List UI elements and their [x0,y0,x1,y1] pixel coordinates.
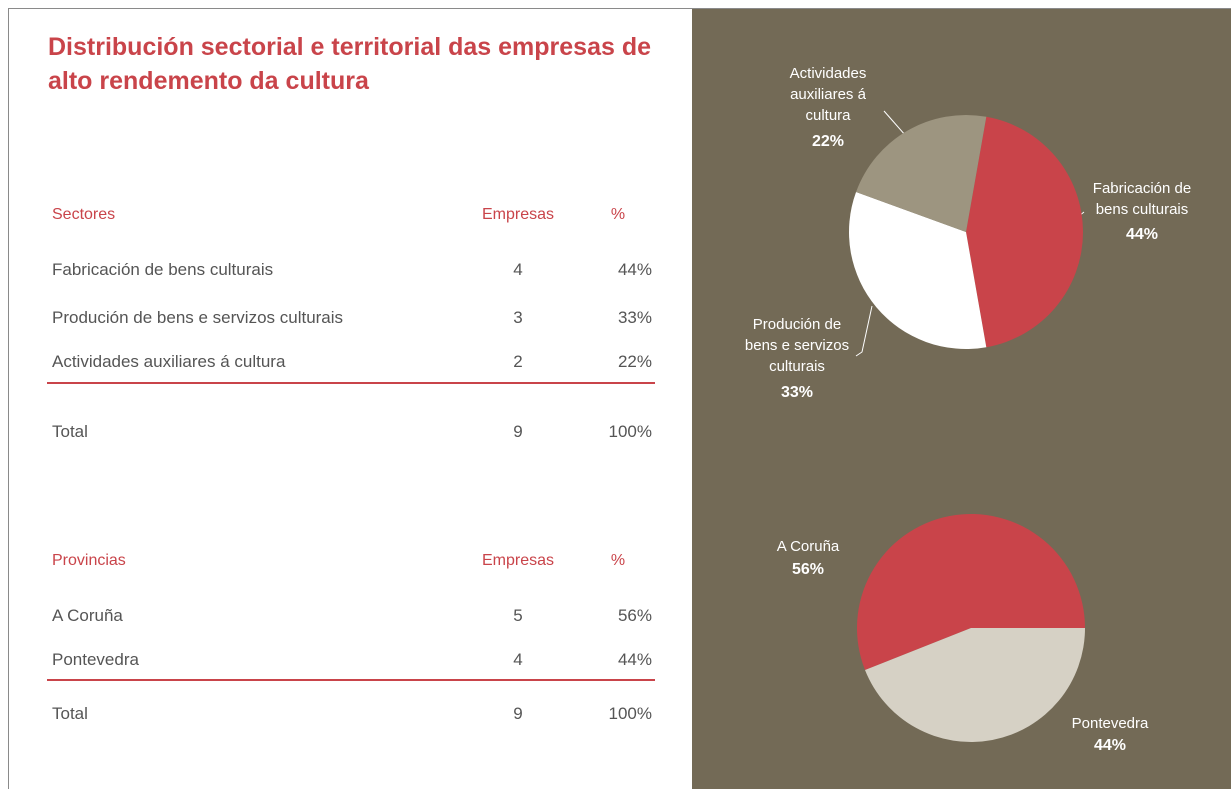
slice-value-label: 44% [1093,737,1127,754]
table-header: Provincias [52,552,126,569]
table-cell: Pontevedra [52,650,139,669]
table-total: 100% [608,422,652,441]
slice-label: Pontevedra [1071,715,1149,732]
table-header: % [610,206,626,223]
slice-label: Actividades auxiliares á cultura [789,65,867,124]
table-header: % [610,552,626,569]
slice-value-label: 44% [1125,226,1159,243]
slice-label: A Coruña [776,538,840,555]
table-cell: Fabricación de bens culturais [52,260,274,279]
table-total: Total [52,422,88,441]
table-cell: 4 [513,650,523,669]
table-cell: 22% [617,352,652,371]
slice-label: Fabricación de bens culturais [1092,180,1192,218]
table-header: Empresas [481,206,555,223]
slice-value-label: 33% [780,384,814,401]
table-total: 100% [608,704,652,723]
leader-line [883,110,907,137]
table-header: Sectores [52,206,116,223]
pie-slice [857,513,1085,670]
slice-value-label: 56% [791,561,825,578]
table-total: 9 [513,422,523,441]
table-cell: 44% [617,650,652,669]
table-cell: Produción de bens e servizos culturais [52,308,344,327]
slice-value-label: 22% [811,133,845,150]
table-cell: 2 [513,352,523,371]
table-rule [47,679,655,681]
table-cell: Actividades auxiliares á cultura [52,352,286,371]
table-cell: 4 [513,260,523,279]
pie-slice [966,116,1083,348]
table-cell: A Coruña [52,606,123,625]
table-cell: 5 [513,606,523,625]
pie-slice [865,628,1085,742]
table-cell: 44% [617,260,652,279]
pie-slice [848,191,987,349]
table-rule [47,382,655,384]
title: Distribución sectorial e territorial das… [48,33,652,95]
table-total: Total [52,704,88,723]
slice-label: Produción de bens e servizos culturais [744,316,850,375]
leader-line [855,305,873,357]
table-header: Empresas [481,552,555,569]
pie-slice [856,115,987,232]
table-cell: 56% [617,606,652,625]
table-cell: 3 [513,308,523,327]
table-cell: 33% [617,308,652,327]
frame [8,8,1231,789]
table-total: 9 [513,704,523,723]
